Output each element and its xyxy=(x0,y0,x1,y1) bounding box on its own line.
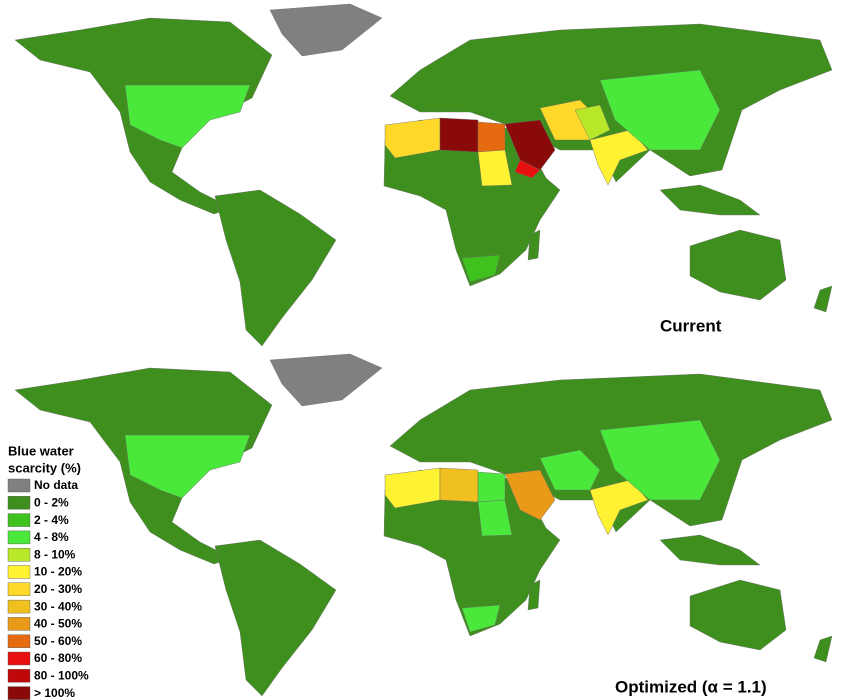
madagascar xyxy=(527,579,541,611)
arabia xyxy=(504,469,556,521)
legend-swatch xyxy=(7,634,31,648)
libya xyxy=(439,117,479,153)
new-zealand xyxy=(813,635,833,663)
legend-label: > 100% xyxy=(34,686,75,700)
egypt xyxy=(477,121,506,153)
pakistan xyxy=(574,104,611,141)
sudan xyxy=(477,499,513,537)
legend-label: 60 - 80% xyxy=(34,651,82,665)
map xyxy=(14,3,833,347)
usa xyxy=(124,84,251,149)
legend-label: 0 - 2% xyxy=(34,495,69,509)
yemen xyxy=(514,159,541,179)
legend-swatch xyxy=(7,669,31,683)
legend-label: 30 - 40% xyxy=(34,599,82,613)
australia xyxy=(689,229,787,301)
legend-swatch xyxy=(7,582,31,596)
southeast-asia xyxy=(659,184,761,216)
legend-label: 10 - 20% xyxy=(34,565,82,579)
map-label: Current xyxy=(660,316,722,335)
north-africa-west xyxy=(384,467,441,509)
china xyxy=(599,419,721,501)
usa xyxy=(124,434,251,499)
maps xyxy=(14,3,833,697)
legend-swatch xyxy=(7,617,31,631)
legend-label: 80 - 100% xyxy=(34,668,89,682)
legend-label: 2 - 4% xyxy=(34,513,69,527)
legend-label: 40 - 50% xyxy=(34,617,82,631)
legend-swatch xyxy=(7,599,31,614)
legend-swatch xyxy=(7,686,31,700)
legend-title: Blue water xyxy=(8,443,74,458)
north-africa-west xyxy=(384,117,441,159)
legend-label: 8 - 10% xyxy=(34,547,76,561)
legend-swatch xyxy=(7,530,31,545)
south-africa xyxy=(461,604,501,633)
legend-title: scarcity (%) xyxy=(8,460,81,475)
legend-label: 20 - 30% xyxy=(34,582,82,596)
iran xyxy=(539,449,601,491)
map-label: Optimized (α = 1.1) xyxy=(615,677,767,696)
legend: No data 0 - 2% 2 - 4% 4 - 8% 8 - 10% 10 - 20%… xyxy=(7,478,89,700)
legend-swatch xyxy=(7,565,31,579)
new-zealand xyxy=(813,285,833,313)
madagascar xyxy=(527,229,541,261)
map xyxy=(14,353,833,697)
legend-swatch xyxy=(7,478,31,493)
legend-label: 4 - 8% xyxy=(34,530,69,544)
legend-label: 50 - 60% xyxy=(34,634,82,648)
legend-swatch xyxy=(7,513,31,527)
legend-swatch xyxy=(7,651,31,666)
south-america xyxy=(214,539,337,697)
greenland xyxy=(269,353,383,407)
egypt xyxy=(477,471,506,503)
sudan xyxy=(477,149,513,187)
legend-swatch xyxy=(7,496,31,510)
legend-swatch xyxy=(7,548,31,562)
libya xyxy=(439,467,479,503)
china xyxy=(599,69,721,151)
australia xyxy=(689,579,787,651)
south-africa xyxy=(461,254,501,283)
greenland xyxy=(269,3,383,57)
southeast-asia xyxy=(659,534,761,566)
arabia xyxy=(504,119,556,171)
south-america xyxy=(214,189,337,347)
legend-label: No data xyxy=(34,478,78,492)
